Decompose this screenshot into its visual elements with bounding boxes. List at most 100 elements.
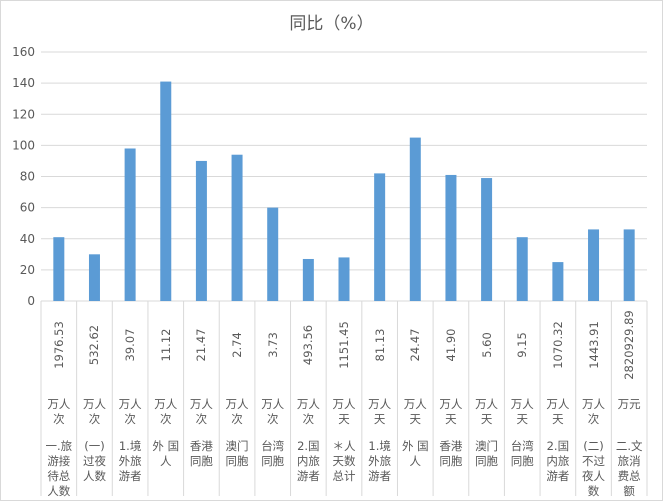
category-name: 香港同胞 [439, 439, 463, 468]
category-label: 5.60 万人天澳门同胞 [469, 305, 505, 469]
category-label: 2.74 万人次 澳门同胞 [219, 305, 255, 469]
y-tick-label: 20 [20, 263, 35, 277]
category-value: 2820929.89 [622, 310, 637, 380]
category-unit: 万人次 [189, 397, 213, 426]
category-name: 澳门同胞 [475, 439, 499, 468]
category-unit: 万人次 [47, 397, 71, 426]
category-unit: 万人天 [475, 397, 499, 426]
y-tick-label: 100 [12, 138, 35, 152]
category-value-cell: 39.07 [112, 305, 148, 391]
bar [445, 174, 457, 301]
bar [124, 148, 136, 301]
bar [88, 254, 100, 301]
category-unit: 万人天 [546, 397, 570, 426]
category-value-cell: 3.73 [255, 305, 291, 391]
category-value-cell: 2820929.89 [611, 305, 647, 391]
category-value-cell: 532.62 [77, 305, 113, 391]
category-value: 39.07 [123, 328, 138, 362]
category-value: 1151.45 [336, 321, 351, 369]
category-unit: 万人天 [510, 397, 534, 426]
y-tick-label: 160 [12, 45, 35, 59]
category-label: 2820929.89 万元二.文旅消费总额 [611, 305, 647, 499]
y-tick-label: 80 [20, 170, 35, 184]
category-value: 5.60 [479, 332, 494, 358]
category-unit: 万人天 [368, 397, 392, 426]
category-name: 台湾同胞 [261, 439, 285, 468]
bar [588, 229, 600, 301]
bar [53, 237, 65, 301]
category-label: 1976.53 万人次一.旅游接待总人数 [41, 305, 77, 499]
bar [302, 258, 314, 301]
y-tick-label: 60 [20, 201, 35, 215]
category-label: 1070.32 万人天 2.国内旅游者 [540, 305, 576, 484]
bar [481, 178, 493, 301]
category-label: 1443.91 万人次 (二)不过夜人数 [576, 305, 612, 499]
category-name: (一)过夜人数 [82, 439, 106, 483]
category-name: 2.国内旅游者 [546, 439, 570, 483]
category-label: 24.47 万人天外 国人 [397, 305, 433, 469]
bar [267, 207, 279, 301]
category-name: 一.旅游接待总人数 [45, 439, 73, 498]
category-name: 外 国人 [152, 439, 180, 468]
category-label: 39.07 万人次 1.境外旅游者 [112, 305, 148, 484]
category-value: 3.73 [265, 332, 280, 358]
category-label: 11.12 万人次外 国人 [148, 305, 184, 469]
category-name: 2.国内旅游者 [296, 439, 320, 483]
category-label: 81.13 万人天 1.境外旅游者 [362, 305, 398, 484]
category-value: 24.47 [408, 328, 423, 362]
category-name: 台湾同胞 [510, 439, 534, 468]
category-value-cell: 21.47 [184, 305, 220, 391]
category-label: 21.47 万人次香港同胞 [184, 305, 220, 469]
category-unit: 万人次 [296, 397, 320, 426]
category-value: 11.12 [158, 328, 173, 362]
bar [195, 160, 207, 301]
category-name: 澳门同胞 [225, 439, 249, 468]
category-value-cell: 5.60 [469, 305, 505, 391]
category-unit: 万人天 [332, 397, 356, 426]
category-label: 9.15 万人天 台湾同胞 [504, 305, 540, 469]
category-name: 1.境外旅游者 [118, 439, 142, 483]
y-tick-label: 140 [12, 76, 35, 90]
category-value: 1070.32 [550, 321, 565, 369]
category-name: 二.文旅消费总额 [615, 439, 643, 498]
category-label: 41.90 万人天香港同胞 [433, 305, 469, 469]
category-unit: 万人天 [439, 397, 463, 426]
category-value-cell: 1070.32 [540, 305, 576, 391]
y-tick-label: 40 [20, 232, 35, 246]
category-name: ＊人天数总计 [332, 439, 356, 483]
category-value-cell: 41.90 [433, 305, 469, 391]
category-name: 香港同胞 [189, 439, 213, 468]
category-value-cell: 2.74 [219, 305, 255, 391]
category-name: 外 国人 [401, 439, 429, 468]
category-unit: 万元 [617, 397, 641, 411]
category-value: 81.13 [372, 328, 387, 362]
category-value-cell: 493.56 [291, 305, 327, 391]
category-value-cell: 81.13 [362, 305, 398, 391]
bar [552, 262, 564, 301]
category-value-cell: 24.47 [397, 305, 433, 391]
category-value: 21.47 [194, 328, 209, 362]
bar [409, 137, 421, 301]
category-value: 493.56 [301, 324, 316, 366]
category-value: 41.90 [443, 328, 458, 362]
bar [231, 154, 243, 301]
y-tick-label: 120 [12, 107, 35, 121]
category-value: 2.74 [230, 332, 245, 358]
category-value: 1443.91 [586, 321, 601, 369]
category-unit: 万人次 [82, 397, 106, 426]
y-tick-label: 0 [27, 294, 35, 308]
category-value-cell: 1151.45 [326, 305, 362, 391]
category-label: 532.62 万人次 (一)过夜人数 [77, 305, 113, 484]
category-value: 1976.53 [51, 321, 66, 369]
category-value: 532.62 [87, 324, 102, 366]
bar [338, 257, 350, 301]
chart-title: 同比（%） [289, 14, 374, 34]
category-name: 1.境外旅游者 [368, 439, 392, 483]
category-unit: 万人次 [154, 397, 178, 426]
category-value-cell: 1443.91 [576, 305, 612, 391]
bar [623, 229, 635, 301]
category-label: 493.56 万人次 2.国内旅游者 [291, 305, 327, 484]
category-unit: 万人次 [261, 397, 285, 426]
category-label: 1151.45 万人天 ＊人天数总计 [326, 305, 362, 484]
